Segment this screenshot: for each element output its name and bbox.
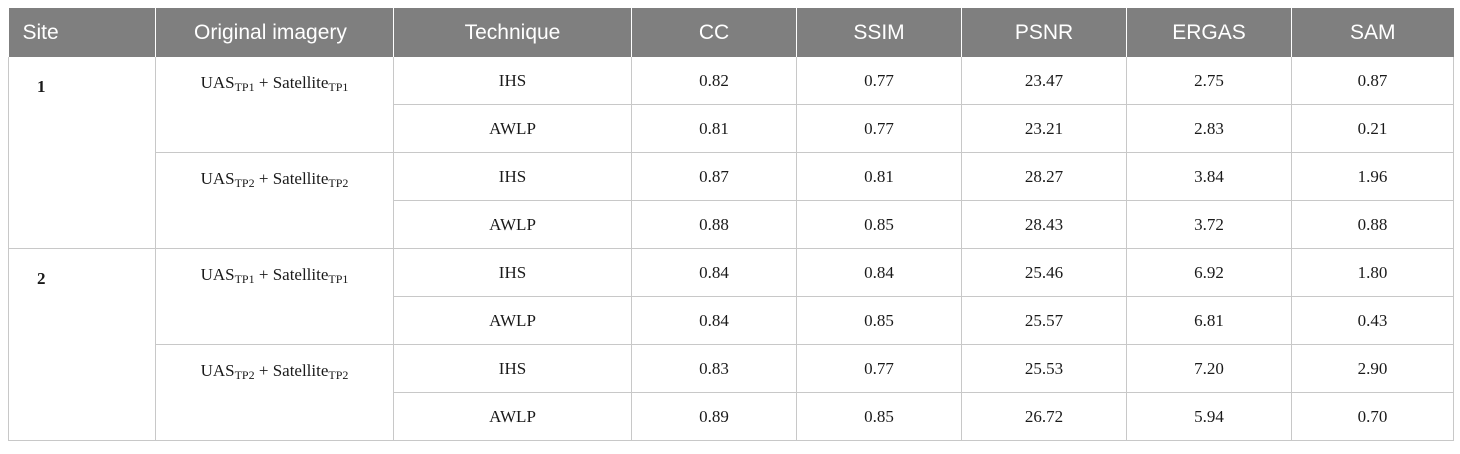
ssim-cell: 0.85: [796, 200, 962, 249]
ergas-cell: 7.20: [1126, 344, 1292, 393]
table-row: AWLP 0.88 0.85 28.43 3.72 0.88: [9, 200, 1454, 249]
table-body: 1 UASTP1 + SatelliteTP1 IHS 0.82 0.77 23…: [8, 57, 1454, 441]
sam-cell: 0.87: [1291, 57, 1454, 105]
header-technique: Technique: [393, 8, 632, 57]
results-table: Site Original imagery Technique CC SSIM …: [8, 8, 1454, 441]
header-ergas: ERGAS: [1126, 8, 1292, 57]
ssim-cell: 0.77: [796, 57, 962, 105]
psnr-cell: 23.47: [961, 57, 1127, 105]
sam-cell: 2.90: [1291, 344, 1454, 393]
table-row: AWLP 0.89 0.85 26.72 5.94 0.70: [9, 392, 1454, 441]
ergas-cell: 2.75: [1126, 57, 1292, 105]
cc-cell: 0.84: [631, 248, 797, 297]
site-cell: 2: [8, 248, 156, 441]
cc-cell: 0.82: [631, 57, 797, 105]
ergas-cell: 2.83: [1126, 104, 1292, 153]
ssim-cell: 0.77: [796, 104, 962, 153]
header-row: Site Original imagery Technique CC SSIM …: [8, 8, 1454, 57]
table-row: 2 UASTP1 + SatelliteTP1 IHS 0.84 0.84 25…: [8, 248, 1454, 441]
sam-cell: 0.43: [1291, 296, 1454, 345]
psnr-cell: 25.57: [961, 296, 1127, 345]
cc-cell: 0.88: [631, 200, 797, 249]
technique-cell: AWLP: [393, 104, 632, 153]
ergas-cell: 6.81: [1126, 296, 1292, 345]
cc-cell: 0.81: [631, 104, 797, 153]
cc-cell: 0.84: [631, 296, 797, 345]
technique-cell: AWLP: [393, 296, 632, 345]
header-cc: CC: [631, 8, 797, 57]
technique-cell: AWLP: [393, 200, 632, 249]
psnr-cell: 28.43: [961, 200, 1127, 249]
psnr-cell: 23.21: [961, 104, 1127, 153]
ergas-cell: 3.84: [1126, 152, 1292, 201]
psnr-cell: 25.53: [961, 344, 1127, 393]
psnr-cell: 26.72: [961, 392, 1127, 441]
table-row: AWLP 0.84 0.85 25.57 6.81 0.43: [9, 296, 1454, 345]
table-row: AWLP 0.81 0.77 23.21 2.83 0.21: [9, 104, 1454, 153]
psnr-cell: 25.46: [961, 248, 1127, 297]
cc-cell: 0.89: [631, 392, 797, 441]
table-row: UASTP2 + SatelliteTP2 IHS 0.83 0.77 25.5…: [9, 344, 1454, 441]
original-imagery-cell: UASTP1 + SatelliteTP1: [155, 57, 394, 153]
table-row: UASTP2 + SatelliteTP2 IHS 0.87 0.81 28.2…: [9, 152, 1454, 249]
sam-cell: 1.80: [1291, 248, 1454, 297]
technique-cell: IHS: [393, 57, 632, 105]
original-imagery-cell: UASTP2 + SatelliteTP2: [155, 344, 394, 441]
sam-cell: 0.70: [1291, 392, 1454, 441]
technique-cell: IHS: [393, 152, 632, 201]
header-site: Site: [8, 8, 156, 57]
original-imagery-cell: UASTP1 + SatelliteTP1: [155, 248, 394, 345]
ssim-cell: 0.77: [796, 344, 962, 393]
ssim-cell: 0.81: [796, 152, 962, 201]
ergas-cell: 3.72: [1126, 200, 1292, 249]
header-original-imagery: Original imagery: [155, 8, 394, 57]
technique-cell: IHS: [393, 344, 632, 393]
sam-cell: 1.96: [1291, 152, 1454, 201]
original-imagery-cell: UASTP2 + SatelliteTP2: [155, 152, 394, 249]
header-ssim: SSIM: [796, 8, 962, 57]
technique-cell: AWLP: [393, 392, 632, 441]
ergas-cell: 5.94: [1126, 392, 1292, 441]
ssim-cell: 0.84: [796, 248, 962, 297]
technique-cell: IHS: [393, 248, 632, 297]
header-sam: SAM: [1291, 8, 1454, 57]
cc-cell: 0.87: [631, 152, 797, 201]
table-row: 1 UASTP1 + SatelliteTP1 IHS 0.82 0.77 23…: [8, 57, 1454, 249]
results-table-container: Site Original imagery Technique CC SSIM …: [8, 8, 1454, 441]
cc-cell: 0.83: [631, 344, 797, 393]
sam-cell: 0.21: [1291, 104, 1454, 153]
sam-cell: 0.88: [1291, 200, 1454, 249]
ergas-cell: 6.92: [1126, 248, 1292, 297]
ssim-cell: 0.85: [796, 296, 962, 345]
header-psnr: PSNR: [961, 8, 1127, 57]
psnr-cell: 28.27: [961, 152, 1127, 201]
site-cell: 1: [8, 57, 156, 249]
ssim-cell: 0.85: [796, 392, 962, 441]
